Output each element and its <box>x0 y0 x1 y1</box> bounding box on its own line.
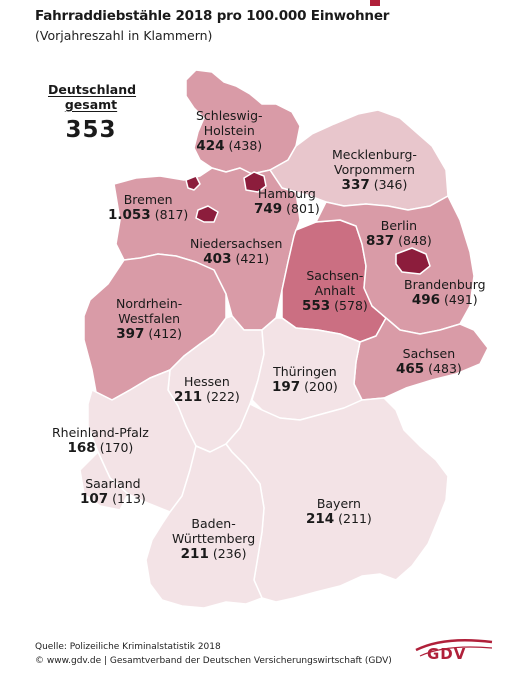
state-previous: (236) <box>212 546 247 561</box>
state-previous: (848) <box>398 233 432 248</box>
total-box: Deutschland gesamt 353 <box>48 82 137 143</box>
state-value: 211 <box>180 546 209 562</box>
region-berlin[interactable] <box>395 247 431 275</box>
label-brandenburg: Brandenburg 496 (491) <box>404 277 486 308</box>
state-value: 424 <box>196 138 225 154</box>
state-name: Bremen <box>123 192 173 207</box>
state-name: Württemberg <box>172 531 256 546</box>
state-previous: (211) <box>338 511 372 526</box>
label-sachsen-anhalt: Sachsen- Anhalt 553 (578) <box>302 268 368 314</box>
gdv-logo: GDV <box>427 645 467 663</box>
state-name: Niedersachsen <box>190 236 283 251</box>
state-previous: (170) <box>99 440 134 455</box>
gdv-logo-swoosh <box>415 638 493 657</box>
label-niedersachsen: Niedersachsen 403 (421) <box>190 236 282 267</box>
state-name: Anhalt <box>314 283 356 298</box>
label-schleswig-holstein: Schleswig- Holstein 424 (438) <box>196 108 263 154</box>
label-nordrhein-westfalen: Nordrhein- Westfalen 397 (412) <box>116 296 182 342</box>
state-previous: (483) <box>428 361 462 376</box>
label-baden-wuerttemberg: Baden- Württemberg 211 (236) <box>172 516 255 562</box>
region-bremen[interactable] <box>185 175 201 191</box>
state-value: 1.053 <box>108 207 151 223</box>
page-title: Fahrraddiebstähle 2018 pro 100.000 Einwo… <box>35 8 390 24</box>
state-name: Schleswig- <box>196 108 263 123</box>
state-name: Saarland <box>85 476 141 491</box>
state-value: 211 <box>174 389 203 405</box>
state-previous: (438) <box>228 138 263 153</box>
state-name: Brandenburg <box>404 277 486 292</box>
accent-bar <box>370 0 380 6</box>
state-value: 496 <box>411 292 441 308</box>
region-baden-wuerttemberg[interactable] <box>145 443 265 609</box>
state-name: Thüringen <box>273 364 337 379</box>
page-subtitle: (Vorjahreszahl in Klammern) <box>35 28 213 43</box>
state-name: Hamburg <box>257 186 316 201</box>
label-bremen: Bremen 1.053 (817) <box>108 192 188 223</box>
state-value: 337 <box>341 177 370 193</box>
state-value: 214 <box>306 511 335 527</box>
state-previous: (412) <box>148 326 183 341</box>
total-value: 353 <box>65 117 117 143</box>
state-name: Westfalen <box>118 311 181 326</box>
state-previous: (421) <box>235 251 270 266</box>
state-previous: (200) <box>304 379 338 394</box>
state-value: 837 <box>366 233 395 249</box>
state-value: 107 <box>80 491 109 507</box>
footer-source: Quelle: Polizeiliche Kriminalstatistik 2… <box>35 640 392 668</box>
state-name: Vorpommern <box>334 162 415 177</box>
region-bremen-city[interactable] <box>195 205 219 223</box>
total-label-line1: Deutschland <box>48 82 137 97</box>
state-name: Bayern <box>316 496 361 511</box>
state-value: 465 <box>396 361 425 377</box>
copyright-text: © www.gdv.de | Gesamtverband der Deutsch… <box>35 656 392 666</box>
state-value: 403 <box>203 251 232 267</box>
label-sachsen: Sachsen 465 (483) <box>396 346 462 377</box>
label-thueringen: Thüringen 197 (200) <box>272 364 338 395</box>
label-hamburg: Hamburg 749 (801) <box>254 186 320 217</box>
state-previous: (801) <box>286 201 320 216</box>
label-berlin: Berlin 837 (848) <box>366 218 432 249</box>
state-previous: (113) <box>112 491 146 506</box>
region-hamburg[interactable] <box>243 171 267 193</box>
label-hessen: Hessen 211 (222) <box>174 374 240 405</box>
state-name: Hessen <box>184 374 230 389</box>
state-previous: (578) <box>334 298 368 313</box>
state-previous: (817) <box>154 207 189 222</box>
state-name: Mecklenburg- <box>332 147 417 162</box>
state-name: Sachsen <box>402 346 456 361</box>
state-previous: (346) <box>373 177 408 192</box>
state-value: 749 <box>254 201 283 217</box>
region-saarland[interactable] <box>79 451 129 511</box>
total-label-line2: gesamt <box>64 97 118 112</box>
label-saarland: Saarland 107 (113) <box>80 476 146 507</box>
state-name: Baden- <box>191 516 236 531</box>
state-name: Nordrhein- <box>116 296 183 311</box>
state-name: Rheinland-Pfalz <box>52 425 149 440</box>
state-value: 197 <box>272 379 301 395</box>
state-previous: (222) <box>206 389 240 404</box>
label-bayern: Bayern 214 (211) <box>306 496 372 527</box>
state-value: 553 <box>302 298 331 314</box>
state-previous: (491) <box>444 292 478 307</box>
state-name: Sachsen- <box>306 268 364 283</box>
label-mecklenburg-vorpommern: Mecklenburg- Vorpommern 337 (346) <box>332 147 417 193</box>
source-text: Quelle: Polizeiliche Kriminalstatistik 2… <box>35 642 221 652</box>
label-rheinland-pfalz: Rheinland-Pfalz 168 (170) <box>52 425 149 456</box>
state-name: Holstein <box>203 123 255 138</box>
state-name: Berlin <box>380 218 418 233</box>
state-value: 168 <box>67 440 96 456</box>
state-value: 397 <box>116 326 145 342</box>
